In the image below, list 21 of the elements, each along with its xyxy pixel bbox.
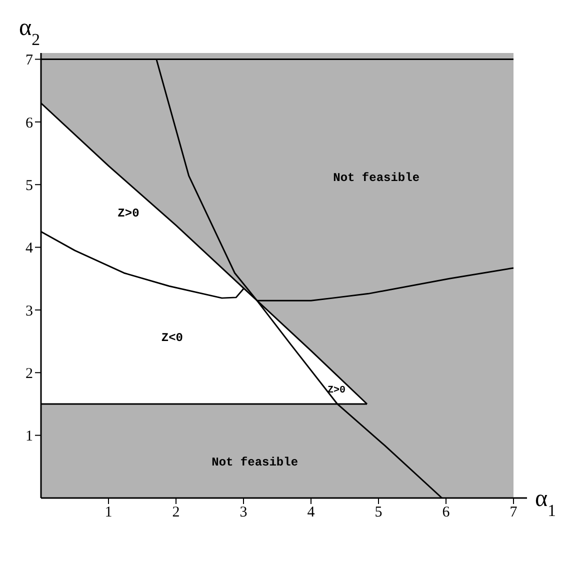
y-tick-label: 4	[26, 240, 34, 257]
annotation: Not feasible	[212, 456, 298, 470]
annotation: Not feasible	[333, 170, 420, 185]
x-tick-label: 4	[307, 504, 316, 521]
y-tick-label: 2	[26, 366, 33, 382]
y-tick-label: 6	[26, 115, 34, 132]
x-tick-label: 1	[104, 504, 112, 521]
x-axis-title: α$_{1}$	[535, 486, 556, 520]
x-tick-label: 6	[442, 504, 450, 521]
y-tick-label: 5	[26, 178, 33, 194]
annotation: Z>0	[327, 386, 346, 397]
x-tick-label: 2	[172, 504, 180, 521]
y-tick-label: 1	[26, 428, 33, 445]
y-tick-label: 3	[26, 303, 33, 320]
y-tick-label: 7	[26, 52, 34, 69]
y-axis-title: α$_{2}$	[19, 15, 40, 48]
x-tick-label: 3	[240, 504, 248, 521]
annotation: Z<0	[161, 330, 184, 345]
x-tick-label: 7	[510, 504, 518, 521]
x-tick-label: 5	[374, 504, 382, 521]
annotation: Z>0	[118, 206, 140, 220]
